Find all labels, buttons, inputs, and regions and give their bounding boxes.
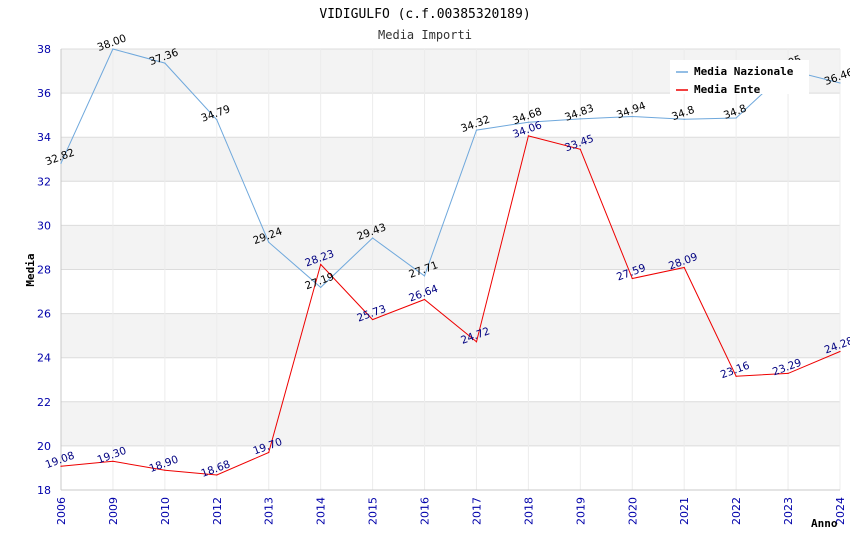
x-tick-label: 2016 xyxy=(419,497,432,525)
x-tick-labels: 2006 2009 2010 2012 2013 2014 2015 2016 2017 2018… xyxy=(55,497,847,525)
y-tick-label: 22 xyxy=(37,396,51,409)
x-tick-label: 2014 xyxy=(315,497,328,525)
y-tick-label: 18 xyxy=(37,484,51,497)
data-point xyxy=(683,266,685,269)
y-tick-label: 38 xyxy=(37,43,51,56)
y-tick-labels: 18 20 22 24 26 28 30 32 34 36 38 xyxy=(37,43,51,497)
x-tick-label: 2020 xyxy=(626,497,639,525)
grid-band xyxy=(61,225,840,270)
data-point xyxy=(527,135,530,137)
x-tick-label: 2010 xyxy=(159,497,172,525)
y-tick-label: 30 xyxy=(37,219,51,232)
data-point xyxy=(527,121,530,123)
series-line-media-ente xyxy=(60,135,841,476)
series-line-media-nazionale xyxy=(60,48,841,289)
x-tick-label: 2013 xyxy=(263,497,276,525)
data-point xyxy=(320,263,322,266)
data-point xyxy=(787,372,789,374)
data-point xyxy=(839,82,841,84)
x-tick-label: 2019 xyxy=(574,497,587,525)
legend-label-media-ente: Media Ente xyxy=(694,83,761,96)
data-point xyxy=(631,277,633,280)
data-point xyxy=(268,451,270,454)
legend-label-media-nazionale: Media Nazionale xyxy=(694,65,794,78)
data-point xyxy=(475,129,478,131)
data-point xyxy=(735,117,737,119)
y-tick-label: 20 xyxy=(37,440,51,453)
y-axis-label: Media xyxy=(24,253,37,286)
y-tick-label: 34 xyxy=(37,131,51,144)
data-point xyxy=(112,48,114,50)
axes xyxy=(60,49,840,491)
grid-band xyxy=(61,357,840,402)
x-tick-label: 2017 xyxy=(470,497,483,525)
grid-band xyxy=(61,445,840,490)
x-tick-label: 2015 xyxy=(367,497,380,525)
x-tick-label: 2006 xyxy=(55,497,68,525)
data-point xyxy=(216,474,218,476)
grid-band xyxy=(61,401,840,446)
data-point xyxy=(423,275,426,277)
x-tick-label: 2018 xyxy=(522,497,535,525)
y-tick-label: 28 xyxy=(37,264,51,277)
legend-box xyxy=(670,60,809,94)
grid-band xyxy=(61,137,840,182)
data-point xyxy=(631,115,633,118)
data-point xyxy=(579,148,581,150)
x-tick-label: 2021 xyxy=(678,497,691,525)
data-point xyxy=(216,119,218,121)
x-tick-label: 2012 xyxy=(211,497,224,525)
x-tick-label: 2009 xyxy=(107,497,120,525)
y-tick-label: 36 xyxy=(37,87,51,100)
chart-title: VIDIGULFO (c.f.00385320189) xyxy=(319,7,530,22)
y-tick-label: 26 xyxy=(37,308,51,321)
data-point xyxy=(683,118,685,120)
grid-band xyxy=(61,269,840,314)
x-tick-label: 2022 xyxy=(730,497,743,525)
data-point xyxy=(735,375,737,377)
data-point xyxy=(268,241,270,243)
y-tick-label: 24 xyxy=(37,352,51,365)
x-tick-label: 2023 xyxy=(782,497,795,525)
data-point xyxy=(372,237,374,239)
grid-band xyxy=(61,93,840,138)
x-axis-label: Anno xyxy=(811,517,838,530)
x-tick-label: 2024 xyxy=(834,497,847,525)
data-point xyxy=(164,469,166,471)
chart-subtitle: Media Importi xyxy=(378,28,472,42)
data-point xyxy=(60,465,62,467)
data-point xyxy=(60,162,62,164)
data-point xyxy=(164,62,166,64)
data-point xyxy=(839,350,841,353)
series-lines xyxy=(60,48,841,476)
data-point xyxy=(372,318,374,321)
legend: Media Nazionale Media Ente xyxy=(670,60,809,96)
data-point xyxy=(112,460,114,462)
y-tick-label: 32 xyxy=(37,175,51,188)
data-point xyxy=(579,118,581,120)
data-point xyxy=(423,298,426,301)
data-point xyxy=(475,341,478,343)
grid-bands xyxy=(61,49,840,490)
data-point xyxy=(320,286,322,288)
